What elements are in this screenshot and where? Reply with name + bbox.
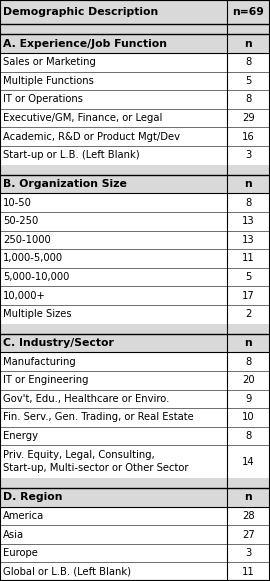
Bar <box>0 333 270 352</box>
Text: Start-up or L.B. (Left Blank): Start-up or L.B. (Left Blank) <box>3 150 140 160</box>
Text: 8: 8 <box>245 357 252 367</box>
Text: 16: 16 <box>242 132 255 142</box>
Text: D. Region: D. Region <box>3 492 63 503</box>
Bar <box>0 389 270 408</box>
Text: Academic, R&D or Product Mgt/Dev: Academic, R&D or Product Mgt/Dev <box>3 132 180 142</box>
Text: 3: 3 <box>245 150 252 160</box>
Text: Gov't, Edu., Healthcare or Enviro.: Gov't, Edu., Healthcare or Enviro. <box>3 394 170 404</box>
Text: 2: 2 <box>245 309 252 319</box>
Bar <box>0 562 270 581</box>
Text: IT or Engineering: IT or Engineering <box>3 375 89 385</box>
Text: Executive/GM, Finance, or Legal: Executive/GM, Finance, or Legal <box>3 113 163 123</box>
Bar <box>0 193 270 212</box>
Bar <box>0 127 270 146</box>
Text: Sales or Marketing: Sales or Marketing <box>3 58 96 67</box>
Text: 1,000-5,000: 1,000-5,000 <box>3 253 63 263</box>
Bar <box>0 34 270 53</box>
Bar <box>0 488 270 507</box>
Text: 27: 27 <box>242 529 255 540</box>
Bar <box>0 352 270 371</box>
Text: 250-1000: 250-1000 <box>3 235 51 245</box>
Bar <box>0 249 270 268</box>
Text: B. Organization Size: B. Organization Size <box>3 179 127 189</box>
Text: n=69: n=69 <box>232 7 264 17</box>
Bar <box>0 478 270 488</box>
Text: 13: 13 <box>242 235 255 245</box>
Bar <box>0 305 270 324</box>
Bar <box>0 371 270 389</box>
Text: 20: 20 <box>242 375 255 385</box>
Text: Europe: Europe <box>3 548 38 558</box>
Bar <box>0 268 270 286</box>
Text: Multiple Functions: Multiple Functions <box>3 76 94 86</box>
Bar <box>0 164 270 175</box>
Text: 29: 29 <box>242 113 255 123</box>
Text: Global or L.B. (Left Blank): Global or L.B. (Left Blank) <box>3 566 131 577</box>
Text: n: n <box>245 492 252 503</box>
Bar <box>0 53 270 71</box>
Bar <box>0 525 270 544</box>
Bar <box>0 146 270 164</box>
Text: 50-250: 50-250 <box>3 216 39 226</box>
Text: 17: 17 <box>242 290 255 300</box>
Text: n: n <box>245 39 252 49</box>
Text: Fin. Serv., Gen. Trading, or Real Estate: Fin. Serv., Gen. Trading, or Real Estate <box>3 413 194 422</box>
Bar <box>0 71 270 90</box>
Text: Asia: Asia <box>3 529 24 540</box>
Text: 5,000-10,000: 5,000-10,000 <box>3 272 70 282</box>
Text: 10-50: 10-50 <box>3 198 32 207</box>
Text: A. Experience/Job Function: A. Experience/Job Function <box>3 39 167 49</box>
Text: IT or Operations: IT or Operations <box>3 95 83 105</box>
Bar <box>0 445 270 478</box>
Text: 8: 8 <box>245 58 252 67</box>
Text: 28: 28 <box>242 511 255 521</box>
Text: Demographic Description: Demographic Description <box>3 7 158 17</box>
Text: 5: 5 <box>245 272 252 282</box>
Text: 8: 8 <box>245 95 252 105</box>
Text: Multiple Sizes: Multiple Sizes <box>3 309 72 319</box>
Bar <box>0 231 270 249</box>
Text: 9: 9 <box>245 394 252 404</box>
Bar <box>0 0 270 24</box>
Text: 11: 11 <box>242 253 255 263</box>
Bar <box>0 286 270 305</box>
Text: Energy: Energy <box>3 431 38 441</box>
Text: 5: 5 <box>245 76 252 86</box>
Text: 11: 11 <box>242 566 255 577</box>
Text: 3: 3 <box>245 548 252 558</box>
Text: 8: 8 <box>245 431 252 441</box>
Text: n: n <box>245 338 252 348</box>
Text: Priv. Equity, Legal, Consulting,
Start-up, Multi-sector or Other Sector: Priv. Equity, Legal, Consulting, Start-u… <box>3 450 189 473</box>
Bar <box>0 212 270 231</box>
Bar <box>0 24 270 34</box>
Text: n: n <box>245 179 252 189</box>
Bar <box>0 324 270 333</box>
Text: Manufacturing: Manufacturing <box>3 357 76 367</box>
Text: 14: 14 <box>242 457 255 467</box>
Text: 8: 8 <box>245 198 252 207</box>
Bar <box>0 109 270 127</box>
Bar <box>0 507 270 525</box>
Text: 10: 10 <box>242 413 255 422</box>
Text: 13: 13 <box>242 216 255 226</box>
Bar <box>0 544 270 562</box>
Text: 10,000+: 10,000+ <box>3 290 46 300</box>
Text: America: America <box>3 511 45 521</box>
Bar <box>0 426 270 445</box>
Bar <box>0 90 270 109</box>
Bar <box>0 175 270 193</box>
Bar <box>0 408 270 426</box>
Text: C. Industry/Sector: C. Industry/Sector <box>3 338 114 348</box>
